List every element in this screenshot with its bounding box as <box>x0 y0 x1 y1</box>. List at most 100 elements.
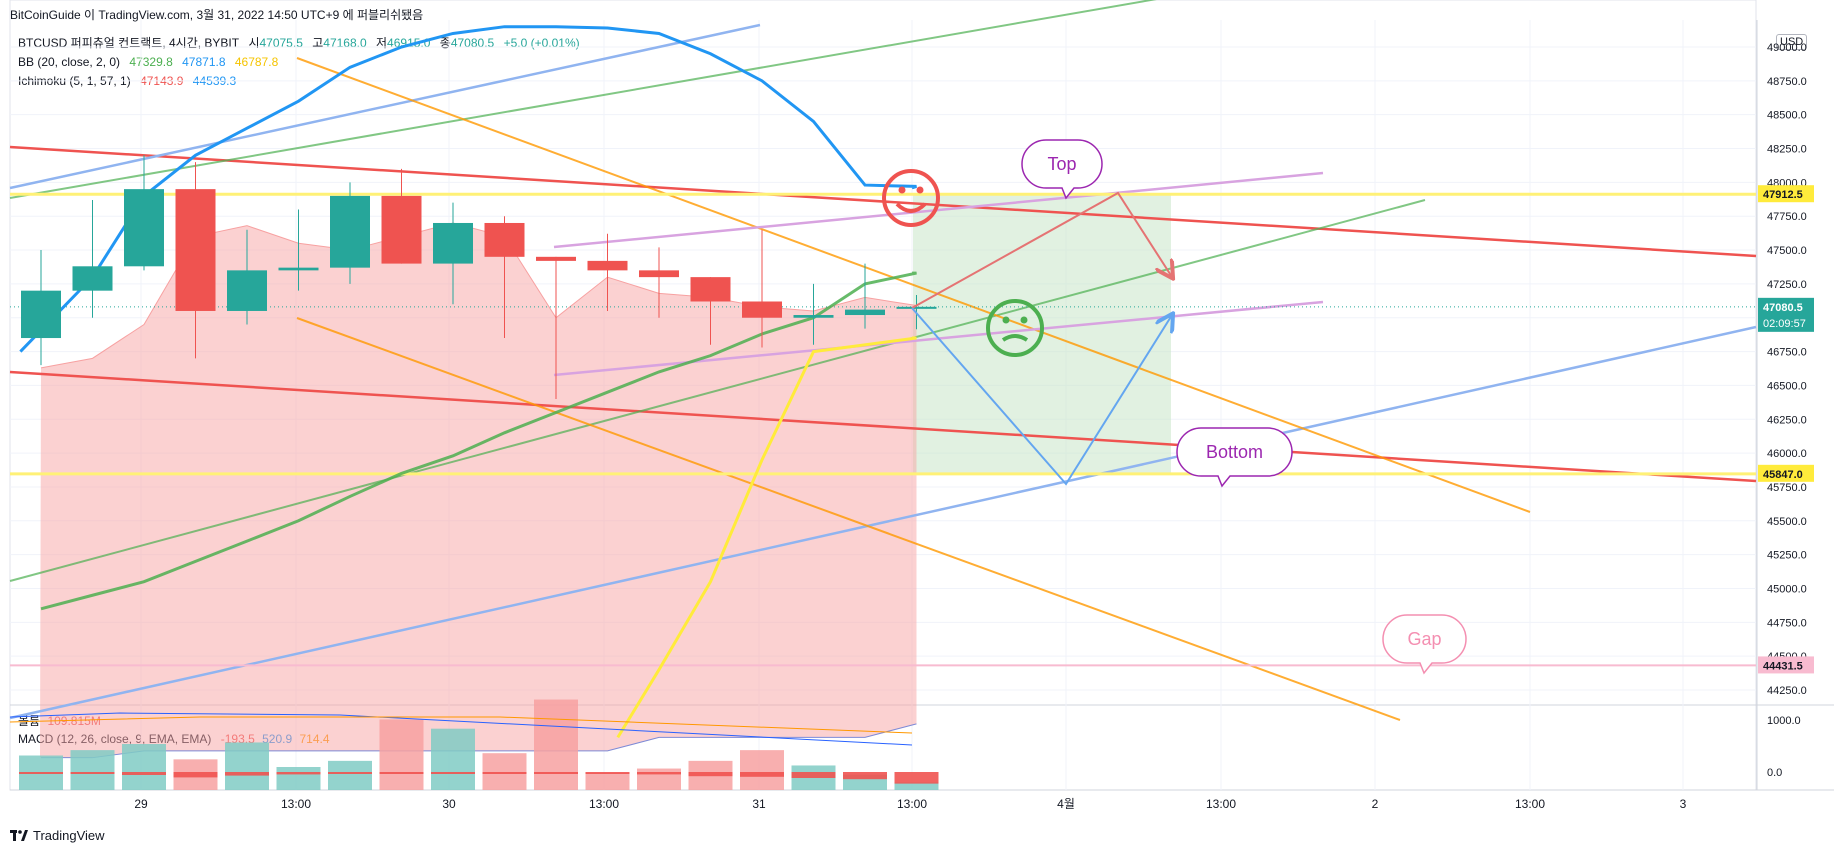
currency-badge[interactable]: USD <box>1776 34 1808 50</box>
volume-bar <box>328 760 372 790</box>
time-tick-label: 29 <box>134 797 148 811</box>
bb-lower-value: 46787.8 <box>234 55 279 69</box>
price-tick-label: 45750.0 <box>1767 482 1807 494</box>
ichimoku-blue-line <box>19 25 917 353</box>
price-tick-label: 47500.0 <box>1767 245 1807 257</box>
gap-level-badge: 44431.5 <box>1758 656 1814 674</box>
volume-tick-label: 0.0 <box>1767 767 1782 779</box>
macd-signal-line <box>9 716 913 734</box>
macd-histogram-bar <box>637 772 681 775</box>
candle <box>72 199 113 318</box>
open-label: 시 <box>248 36 260 50</box>
volume-bar <box>585 773 630 790</box>
bb-legend-row[interactable]: BB (20, close, 2, 0) 47329.8 47871.8 467… <box>18 53 586 72</box>
trend-lines <box>9 0 1757 721</box>
time-tick-label: 13:00 <box>281 797 311 811</box>
candle-body <box>484 222 525 257</box>
happy-face-icon-eye <box>916 186 924 194</box>
candle-body <box>330 195 370 268</box>
ichimoku-cloud <box>40 222 917 759</box>
macd-histogram-bar <box>276 772 321 775</box>
candle <box>227 229 267 325</box>
bb-basis-value: 47329.8 <box>129 55 173 69</box>
happy-face-icon <box>882 169 940 227</box>
price-tick-label: 49000.0 <box>1767 42 1807 54</box>
path-arrow-blue <box>911 307 1172 486</box>
macd-histogram-bar <box>688 772 733 777</box>
high-label: 고 <box>312 36 324 50</box>
price-tick-label: 45250.0 <box>1767 550 1807 562</box>
neutral-face-icon-eye <box>1002 316 1010 324</box>
trend-line-orange-lower <box>296 317 1401 721</box>
candle-body <box>742 301 782 318</box>
tradingview-footer[interactable]: TradingView <box>10 828 105 843</box>
tradingview-logo-icon <box>10 830 28 841</box>
current-price-badge-text: 47080.5 <box>1763 302 1803 314</box>
time-tick-label: 2 <box>1372 797 1379 811</box>
candle-body <box>587 260 628 271</box>
volume-tick-label: 1000.0 <box>1767 715 1801 727</box>
gap-callout-text: Gap <box>1407 629 1441 649</box>
candle <box>484 216 525 339</box>
trend-line-orange-upper <box>296 57 1531 513</box>
volume-bar <box>637 768 681 790</box>
price-tick-label: 46500.0 <box>1767 380 1807 392</box>
volume-bar <box>70 750 115 790</box>
trend-line-lightblue-lower <box>9 325 1757 720</box>
current-price-badge-bg <box>1758 297 1814 332</box>
bb-label: BB (20, close, 2, 0) <box>18 55 121 69</box>
bottom-level-badge-text: 45847.0 <box>1763 469 1803 481</box>
candle <box>536 256 576 399</box>
candlestick-series <box>21 155 937 399</box>
time-tick-label: 13:00 <box>1206 797 1236 811</box>
candle <box>381 168 422 264</box>
macd-histogram-bar <box>19 772 63 774</box>
macd-histogram-bar <box>379 772 424 774</box>
bb-upper-value: 47871.8 <box>182 55 226 69</box>
price-tick-label: 48500.0 <box>1767 110 1807 122</box>
candle-body <box>124 189 164 267</box>
channel-line-green-lower <box>9 199 1426 582</box>
candle <box>175 162 216 359</box>
macd-histogram-bar <box>431 772 475 774</box>
volume-bar <box>482 753 527 790</box>
candle-body <box>690 277 731 302</box>
price-tick-label: 48250.0 <box>1767 144 1807 156</box>
channel-line-green-upper <box>9 0 1157 199</box>
candle-body <box>896 306 937 309</box>
candle <box>793 283 834 345</box>
macd-histogram-bar <box>122 772 166 775</box>
candle-body <box>227 270 267 311</box>
macd-histogram-bar <box>173 772 218 778</box>
macd-histogram-bar <box>225 772 269 776</box>
volume-bar <box>122 744 166 790</box>
top-callout-bubble <box>1021 139 1103 200</box>
volume-bar <box>225 742 269 790</box>
macd-histogram-bar <box>328 772 372 774</box>
time-tick-label: 13:00 <box>897 797 927 811</box>
candle-body <box>72 266 113 291</box>
macd-histogram-bar <box>585 772 630 774</box>
countdown-text: 02:09:57 <box>1763 318 1806 330</box>
support-line-red <box>9 370 1757 483</box>
candle-body <box>536 256 576 261</box>
candle-body <box>175 189 216 311</box>
price-axis: 49000.048750.048500.048250.048000.047750… <box>1758 42 1814 779</box>
volume-series <box>9 699 939 790</box>
time-tick-label: 3 <box>1680 797 1687 811</box>
price-tick-label: 47750.0 <box>1767 211 1807 223</box>
top-level-badge: 47912.5 <box>1758 185 1814 203</box>
candle <box>587 233 628 311</box>
candle <box>742 229 782 348</box>
candle-body <box>433 222 473 264</box>
candle-body <box>21 290 61 339</box>
candle <box>330 182 370 284</box>
price-tick-label: 45000.0 <box>1767 583 1807 595</box>
top-callout-text: Top <box>1047 154 1076 174</box>
top-level-badge-text: 47912.5 <box>1763 189 1803 201</box>
top-level-badge-bg <box>1758 185 1814 203</box>
price-tick-label: 48750.0 <box>1767 76 1807 88</box>
price-tick-label: 44750.0 <box>1767 617 1807 629</box>
volume-bar <box>534 699 578 790</box>
